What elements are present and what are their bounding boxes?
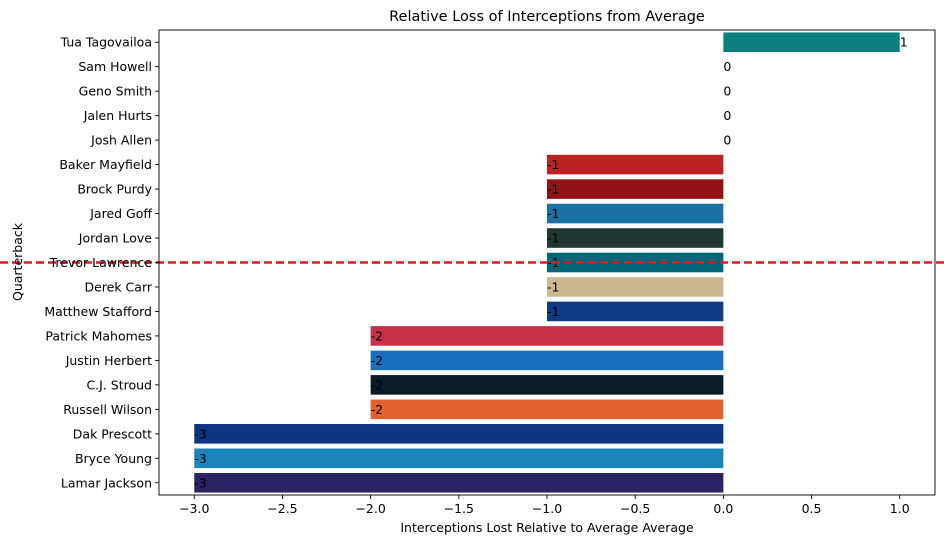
data-label-brock-purdy: -1 — [547, 182, 559, 197]
x-tick-label: 0.0 — [713, 501, 733, 516]
data-label-matthew-stafford: -1 — [547, 304, 559, 319]
y-tick-label: Jared Goff — [89, 206, 152, 221]
y-tick-label: Justin Herbert — [65, 353, 152, 368]
y-axis-label: Quarterback — [10, 222, 25, 301]
x-axis-ticks: −3.0 −2.5 −2.0 −1.5 −1.0 −0.5 0.0 0.5 1.0 — [179, 495, 910, 516]
y-tick-label: Matthew Stafford — [44, 304, 152, 319]
bar-brock-purdy — [547, 179, 724, 199]
bar-patrick-mahomes — [370, 326, 724, 346]
y-tick-label: Bryce Young — [75, 451, 152, 466]
bar-russell-wilson — [370, 399, 724, 420]
x-tick-label: −2.0 — [355, 501, 385, 516]
data-label-dak-prescott: -3 — [194, 426, 206, 441]
bar-bryce-young — [194, 448, 724, 469]
y-tick-label: Brock Purdy — [77, 182, 152, 197]
data-label-c-j-stroud: -2 — [371, 377, 383, 392]
y-tick-label: Jordan Love — [78, 231, 153, 246]
x-tick-label: −1.5 — [444, 501, 474, 516]
data-label-baker-mayfield: -1 — [547, 157, 559, 172]
y-tick-label: Dak Prescott — [73, 426, 152, 441]
x-tick-label: −1.0 — [532, 501, 562, 516]
y-tick-label: Tua Tagovailoa — [60, 35, 152, 50]
bar-trevor-lawrence — [547, 252, 724, 273]
y-axis-ticks: Tua Tagovailoa Sam Howell Geno Smith Jalen … — [44, 35, 159, 490]
data-label-russell-wilson: -2 — [371, 402, 383, 417]
x-tick-label: 1.0 — [890, 501, 910, 516]
y-tick-label: Derek Carr — [84, 279, 152, 294]
data-label-jalen-hurts: 0 — [723, 108, 731, 123]
y-tick-label: Lamar Jackson — [61, 475, 152, 490]
data-label-geno-smith: 0 — [723, 84, 731, 99]
bar-tua-tagovailoa — [723, 32, 900, 53]
data-label-josh-allen: 0 — [723, 133, 731, 148]
data-label-tua-tagovailoa: 1 — [900, 35, 908, 50]
bar-derek-carr — [547, 277, 724, 297]
data-label-derek-carr: -1 — [547, 279, 559, 294]
bar-jared-goff — [547, 203, 724, 224]
y-tick-label: Jalen Hurts — [83, 108, 152, 123]
x-tick-label: −0.5 — [620, 501, 650, 516]
y-tick-label: Patrick Mahomes — [45, 328, 152, 343]
bar-baker-mayfield — [547, 154, 724, 175]
x-tick-label: 0.5 — [802, 501, 822, 516]
bar-justin-herbert — [370, 350, 724, 371]
x-axis-label: Interceptions Lost Relative to Average A… — [400, 520, 694, 535]
y-tick-label: C.J. Stroud — [86, 377, 152, 392]
y-tick-label: Geno Smith — [79, 84, 152, 99]
data-label-patrick-mahomes: -2 — [371, 328, 383, 343]
bar-dak-prescott — [194, 424, 724, 444]
bars-layer — [194, 32, 900, 493]
y-tick-label: Sam Howell — [78, 59, 152, 74]
chart-title: Relative Loss of Interceptions from Aver… — [389, 9, 705, 25]
data-label-sam-howell: 0 — [723, 59, 731, 74]
y-tick-label: Josh Allen — [90, 133, 152, 148]
data-label-justin-herbert: -2 — [371, 353, 383, 368]
bar-matthew-stafford — [547, 301, 724, 322]
data-label-bryce-young: -3 — [194, 451, 206, 466]
data-label-lamar-jackson: -3 — [194, 475, 206, 490]
y-tick-label: Russell Wilson — [63, 402, 152, 417]
data-label-jordan-love: -1 — [547, 231, 559, 246]
x-tick-label: −2.5 — [267, 501, 297, 516]
data-label-jared-goff: -1 — [547, 206, 559, 221]
bar-c-j-stroud — [370, 375, 724, 395]
x-tick-label: −3.0 — [179, 501, 209, 516]
y-tick-label: Trevor Lawrence — [49, 255, 153, 270]
y-tick-label: Baker Mayfield — [59, 157, 152, 172]
bar-lamar-jackson — [194, 472, 724, 493]
bar-jordan-love — [547, 228, 724, 248]
